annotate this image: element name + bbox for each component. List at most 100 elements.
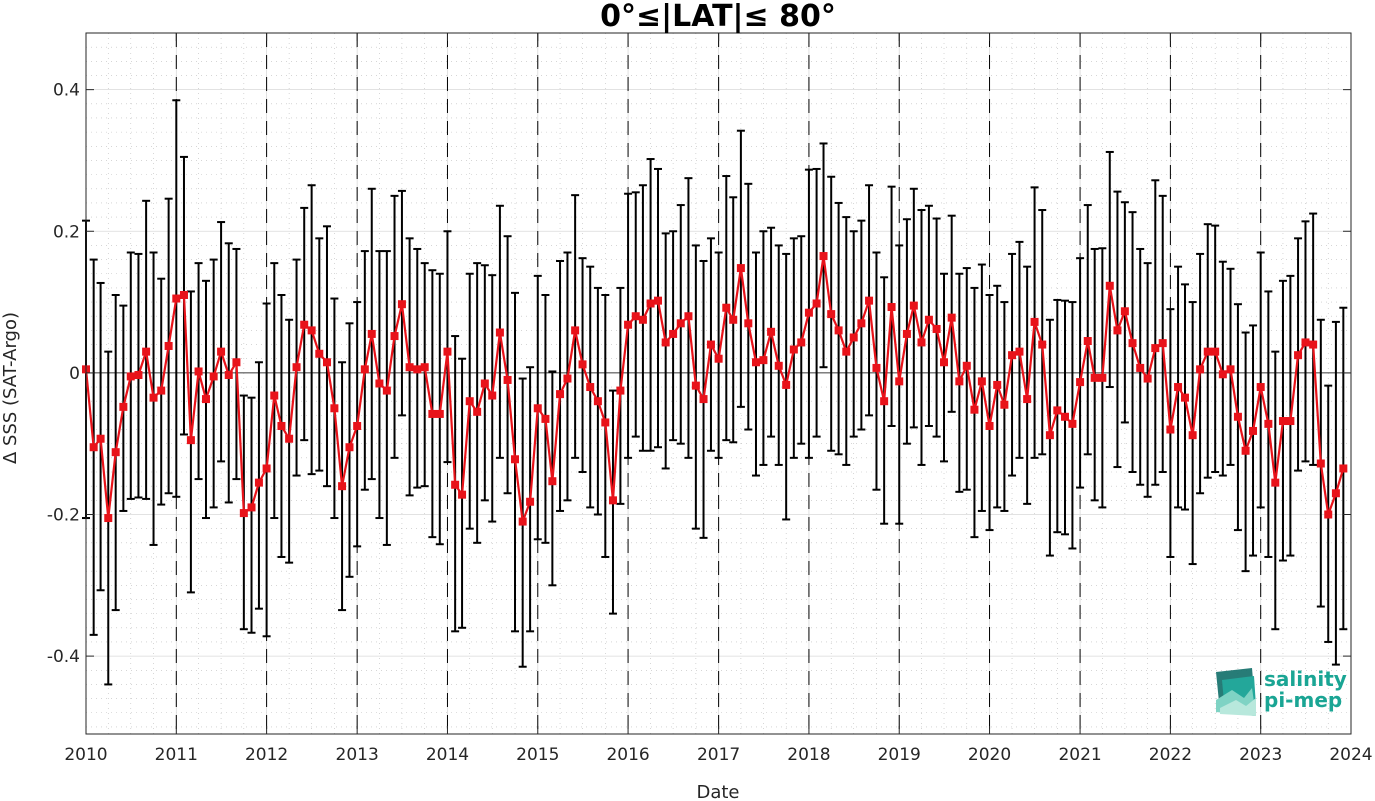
data-point-marker [887, 303, 896, 312]
data-point-marker [902, 329, 911, 338]
data-point-marker [812, 299, 821, 308]
data-point-marker [126, 372, 135, 381]
data-point-marker [397, 300, 406, 309]
error-bar [503, 235, 512, 495]
error-bar [993, 284, 1002, 509]
error-bar [217, 221, 226, 463]
x-axis-label: Date [696, 782, 739, 801]
error-bar [1105, 150, 1114, 389]
error-bar [759, 230, 768, 466]
error-bar [654, 167, 663, 449]
data-point-marker [111, 448, 120, 457]
data-point-marker [1143, 374, 1152, 383]
data-point-marker [977, 377, 986, 386]
data-point-marker [338, 482, 347, 491]
error-bar [556, 260, 565, 512]
error-bar [322, 225, 331, 488]
data-point-marker [556, 390, 565, 399]
x-tick-label: 2018 [787, 745, 830, 765]
data-point-marker [722, 303, 731, 312]
year-separator-lines [175, 33, 1262, 734]
chart-title: 0°≤|LAT|≤ 80° [600, 0, 836, 34]
error-bar [473, 262, 482, 544]
data-point-marker [209, 372, 218, 381]
data-point-marker [435, 409, 444, 418]
data-point-marker [744, 319, 753, 328]
data-point-marker [563, 374, 572, 383]
x-tick-label: 2021 [1058, 745, 1101, 765]
data-point-marker [1083, 337, 1092, 346]
data-point-marker [239, 509, 248, 518]
x-tick-label: 2012 [245, 745, 288, 765]
data-point-marker [1249, 426, 1258, 435]
data-point-marker [224, 371, 233, 380]
error-bar [420, 262, 429, 488]
data-point-marker [1309, 340, 1318, 349]
series-line [84, 254, 1345, 523]
data-point-marker [759, 356, 768, 365]
x-tick-label: 2011 [155, 745, 198, 765]
data-point-marker [1128, 339, 1137, 348]
data-point-marker [277, 421, 286, 430]
error-bar [985, 293, 994, 532]
data-point-marker [353, 421, 362, 430]
data-point-marker [420, 363, 429, 372]
error-bar [1023, 265, 1032, 505]
data-point-marker [503, 375, 512, 384]
data-point-marker [179, 290, 188, 299]
data-point-marker [1098, 373, 1107, 382]
data-point-marker [586, 383, 595, 392]
data-point-marker [1278, 417, 1287, 426]
data-point-marker [880, 397, 889, 406]
data-point-marker [970, 405, 979, 414]
data-point-marker [616, 386, 625, 395]
data-point-marker [669, 329, 678, 338]
data-point-marker [413, 365, 422, 374]
data-point-marker [797, 338, 806, 347]
y-tick-labels: -0.4 -0.2 0 0.2 0.4 [47, 81, 80, 667]
error-bar [1083, 204, 1092, 456]
data-point-marker [638, 315, 647, 324]
data-point-marker [1038, 340, 1047, 349]
data-point-marker [473, 407, 482, 416]
data-point-marker [1264, 419, 1273, 428]
data-point-marker [1286, 417, 1295, 426]
data-point-marker [962, 361, 971, 370]
wave-logo-icon [1216, 668, 1256, 716]
data-point-marker [511, 455, 520, 464]
data-point-marker [217, 347, 226, 356]
x-tick-label: 2019 [878, 745, 921, 765]
error-bar [1038, 209, 1047, 456]
error-bar [744, 182, 753, 431]
data-point-marker [729, 315, 738, 324]
data-point-marker [782, 380, 791, 389]
data-point-marker [443, 347, 452, 356]
data-point-marker [1053, 406, 1062, 415]
x-tick-label: 2023 [1239, 745, 1282, 765]
data-point-marker [1226, 365, 1235, 374]
logo-line2: pi-mep [1264, 688, 1342, 712]
error-bar [1271, 350, 1280, 631]
data-point-marker [940, 358, 949, 367]
data-point-marker [631, 312, 640, 321]
error-bar [1158, 194, 1167, 474]
data-point-marker [714, 354, 723, 363]
data-point-marker [1241, 446, 1250, 455]
data-point-marker [789, 345, 798, 354]
x-tick-label: 2010 [64, 745, 107, 765]
data-point-marker [104, 514, 113, 523]
data-point-marker [330, 404, 339, 413]
error-bar [1151, 179, 1160, 486]
data-point-marker [201, 395, 210, 404]
data-point-marker [307, 326, 316, 335]
data-point-marker [1076, 378, 1085, 387]
data-point-marker [247, 503, 256, 512]
x-tick-label: 2024 [1329, 745, 1372, 765]
data-point-marker [149, 393, 158, 402]
data-point-marker [526, 497, 535, 506]
data-point-marker [1023, 395, 1032, 404]
error-bar [390, 194, 399, 459]
data-point-marker [1008, 351, 1017, 360]
y-tick-label: 0 [69, 364, 80, 384]
data-point-marker [1218, 370, 1227, 379]
